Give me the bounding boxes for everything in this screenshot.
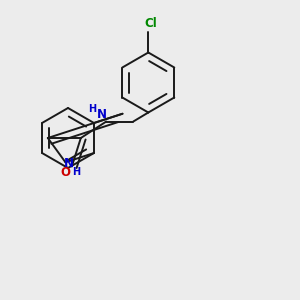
- Text: N: N: [97, 108, 107, 121]
- Text: Cl: Cl: [144, 17, 157, 30]
- Text: H: H: [72, 167, 80, 177]
- Text: N: N: [63, 157, 74, 170]
- Text: O: O: [61, 166, 71, 179]
- Text: H: H: [88, 103, 96, 113]
